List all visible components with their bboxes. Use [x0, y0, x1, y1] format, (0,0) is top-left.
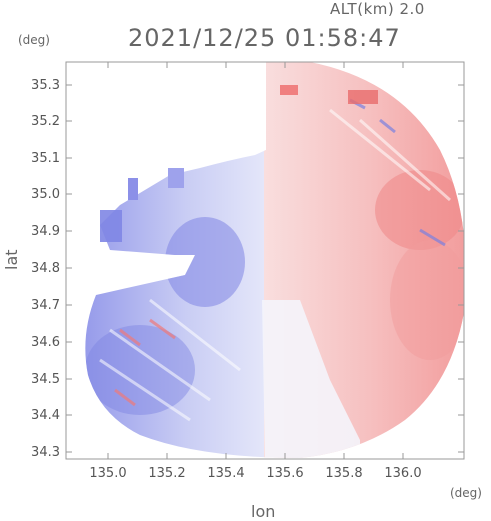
echo-blob — [280, 85, 298, 95]
y-axis-ticks — [66, 84, 464, 453]
x-tick-label: 136.0 — [384, 466, 421, 481]
x-tick-label: 135.6 — [266, 466, 303, 481]
velocity-field — [85, 62, 464, 458]
altitude-label: ALT(km) 2.0 — [330, 0, 425, 18]
y-tick-label: 34.9 — [31, 224, 60, 239]
plot-frame — [65, 61, 465, 460]
echo-blob — [168, 168, 184, 188]
y-tick-label: 35.1 — [31, 151, 60, 166]
y-tick-label: 35.0 — [31, 187, 60, 202]
y-tick-label: 34.3 — [31, 445, 60, 460]
y-tick-label: 34.5 — [31, 372, 60, 387]
echo-blob — [100, 210, 122, 242]
y-tick-label: 34.6 — [31, 335, 60, 350]
x-tick-label: 135.8 — [325, 466, 362, 481]
y-tick-label: 35.2 — [31, 114, 60, 129]
timestamp-title: 2021/12/25 01:58:47 — [128, 24, 401, 52]
x-tick-labels: 135.0 135.2 135.4 135.6 135.8 136.0 — [89, 466, 421, 481]
y-tick-label: 34.4 — [31, 408, 60, 423]
y-tick-label: 34.7 — [31, 298, 60, 313]
x-tick-label: 135.0 — [89, 466, 126, 481]
x-tick-label: 135.2 — [148, 466, 185, 481]
y-tick-label: 34.8 — [31, 261, 60, 276]
echo-blob — [128, 178, 138, 200]
x-tick-label: 135.4 — [207, 466, 244, 481]
x-axis-ticks — [107, 62, 404, 459]
y-tick-label: 35.3 — [31, 78, 60, 93]
x-axis-title: lon — [251, 502, 276, 521]
y-unit-label: (deg) — [18, 33, 50, 47]
echo-blob — [348, 90, 378, 104]
x-unit-label: (deg) — [450, 486, 482, 500]
y-tick-labels: 35.3 35.2 35.1 35.0 34.9 34.8 34.7 34.6 … — [31, 78, 60, 460]
